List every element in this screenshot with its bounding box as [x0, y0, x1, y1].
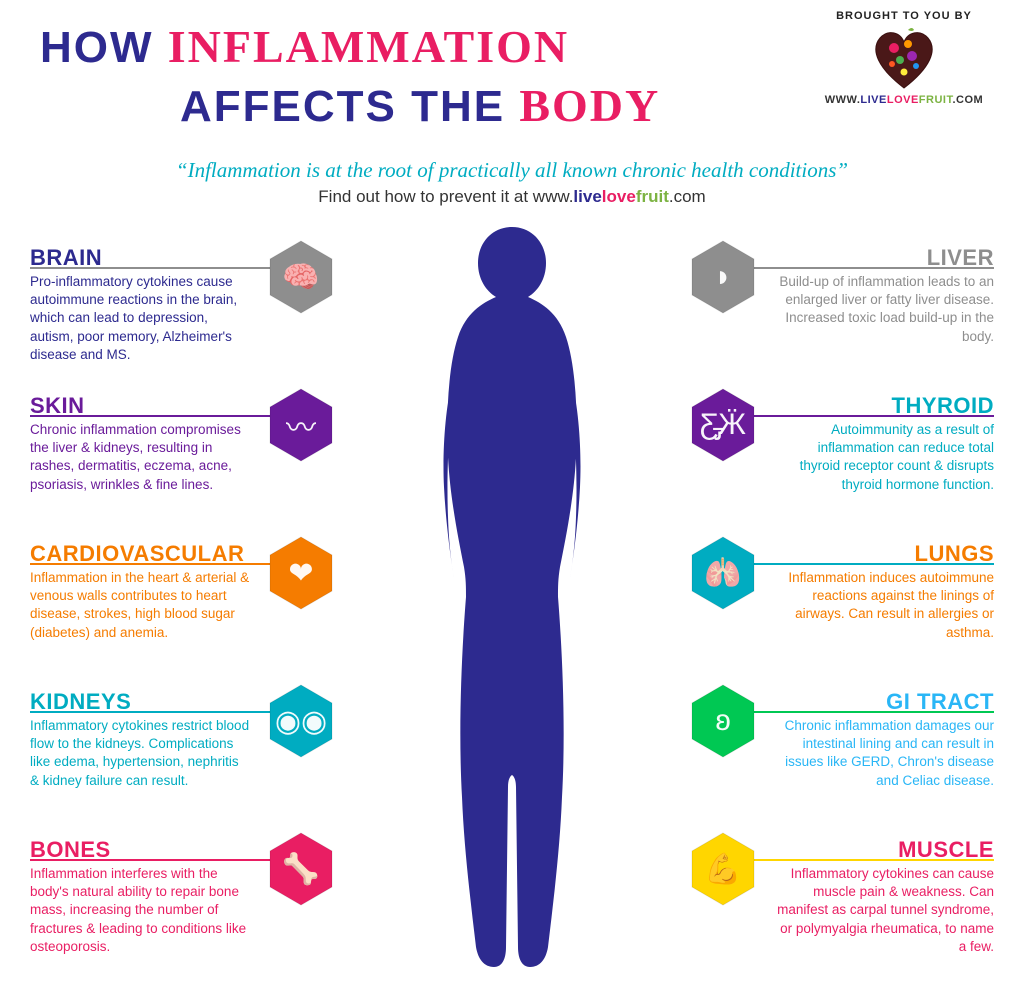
connector-line — [754, 711, 994, 713]
organ-glyph-icon: 🫁 — [690, 535, 756, 611]
organ-desc: Inflammatory cytokines restrict blood fl… — [30, 717, 250, 790]
organ-desc: Autoimmunity as a result of inflammation… — [774, 421, 994, 494]
organ-item-muscle: 💪MUSCLEInflammatory cytokines can cause … — [694, 837, 994, 956]
title-word-how: HOW — [40, 23, 154, 72]
organ-glyph-icon: Ƹ̵̡Ӝ — [690, 387, 756, 463]
organ-hex-icon: 🧠 — [268, 239, 334, 315]
body-silhouette-icon — [392, 227, 632, 967]
brand-box: BROUGHT TO YOU BY WWW.LIVELOVEFRUIT.COM — [814, 10, 994, 106]
organ-desc: Build-up of inflammation leads to an enl… — [774, 273, 994, 346]
organ-hex-icon: ʚ — [690, 683, 756, 759]
title-word-affects: AFFECTS THE — [180, 82, 505, 131]
organ-glyph-icon: 🧠 — [268, 239, 334, 315]
organ-desc: Inflammation induces autoimmune reaction… — [774, 569, 994, 642]
organ-desc: Inflammatory cytokines can cause muscle … — [774, 865, 994, 956]
organ-glyph-icon: 🦴 — [268, 831, 334, 907]
title-word-inflammation: INFLAMMATION — [168, 21, 569, 72]
organ-item-liver: ◗LIVERBuild-up of inflammation leads to … — [694, 245, 994, 346]
organ-hex-icon: 🦴 — [268, 831, 334, 907]
organ-item-cardiovascular: ❤CARDIOVASCULARInflammation in the heart… — [30, 541, 330, 642]
organ-item-kidneys: ◉◉KIDNEYSInflammatory cytokines restrict… — [30, 689, 330, 790]
connector-line — [754, 415, 994, 417]
organ-glyph-icon: ❤ — [268, 535, 334, 611]
brand-tagline: BROUGHT TO YOU BY — [814, 10, 994, 22]
organ-item-brain: 🧠BRAINPro-inflammatory cytokines cause a… — [30, 245, 330, 364]
organ-hex-icon: 💪 — [690, 831, 756, 907]
connector-line — [754, 267, 994, 269]
header: HOW INFLAMMATION AFFECTS THE BODY BROUGH… — [0, 0, 1024, 207]
organ-glyph-icon: ʚ — [690, 683, 756, 759]
organ-hex-icon: ◉◉ — [268, 683, 334, 759]
connector-line — [30, 563, 270, 565]
connector-line — [30, 267, 270, 269]
main-diagram: 🧠BRAINPro-inflammatory cytokines cause a… — [0, 227, 1024, 987]
organ-desc: Chronic inflammation damages our intesti… — [774, 717, 994, 790]
connector-line — [30, 711, 270, 713]
connector-line — [754, 563, 994, 565]
organ-item-bones: 🦴BONESInflammation interferes with the b… — [30, 837, 330, 956]
organ-item-skin: 〰SKINChronic inflammation compromises th… — [30, 393, 330, 494]
heart-logo-icon — [868, 26, 940, 90]
organ-item-lungs: 🫁LUNGSInflammation induces autoimmune re… — [694, 541, 994, 642]
organ-hex-icon: ❤ — [268, 535, 334, 611]
organ-desc: Pro-inflammatory cytokines cause autoimm… — [30, 273, 250, 364]
subquote: Find out how to prevent it at www.livelo… — [30, 187, 994, 207]
organ-glyph-icon: 💪 — [690, 831, 756, 907]
title-word-body: BODY — [519, 80, 660, 131]
organ-item-gi-tract: ʚGI TRACTChronic inflammation damages ou… — [694, 689, 994, 790]
connector-line — [754, 859, 994, 861]
organ-desc: Inflammation interferes with the body's … — [30, 865, 250, 956]
organ-item-thyroid: Ƹ̵̡ӜTHYROIDAutoimmunity as a result of i… — [694, 393, 994, 494]
organ-hex-icon: 🫁 — [690, 535, 756, 611]
organ-glyph-icon: ◉◉ — [268, 683, 334, 759]
organ-desc: Chronic inflammation compromises the liv… — [30, 421, 250, 494]
organ-desc: Inflammation in the heart & arterial & v… — [30, 569, 250, 642]
organ-glyph-icon: 〰 — [268, 387, 334, 463]
organ-hex-icon: 〰 — [268, 387, 334, 463]
organ-glyph-icon: ◗ — [690, 239, 756, 315]
connector-line — [30, 415, 270, 417]
quote: “Inflammation is at the root of practica… — [30, 158, 994, 183]
connector-line — [30, 859, 270, 861]
brand-url: WWW.LIVELOVEFRUIT.COM — [814, 94, 994, 106]
organ-hex-icon: ◗ — [690, 239, 756, 315]
organ-hex-icon: Ƹ̵̡Ӝ — [690, 387, 756, 463]
